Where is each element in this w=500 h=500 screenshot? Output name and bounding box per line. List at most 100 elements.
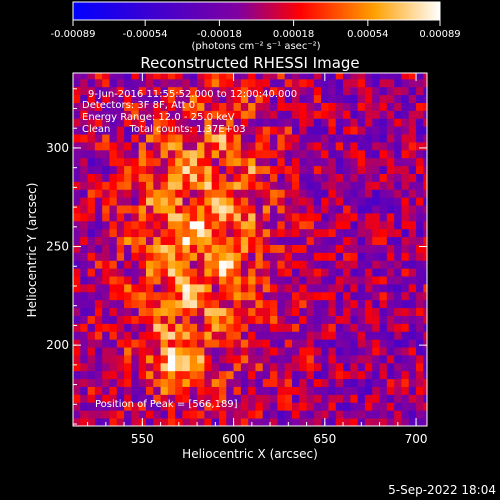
- heatmap-cell: [240, 323, 249, 332]
- heatmap-cell: [175, 268, 183, 277]
- heatmap-cell: [197, 378, 205, 387]
- heatmap-cell: [211, 339, 220, 348]
- heatmap-cell: [116, 102, 125, 111]
- heatmap-cell: [94, 402, 103, 411]
- heatmap-cell: [94, 165, 103, 174]
- heatmap-cell: [211, 220, 220, 230]
- heatmap-cell: [408, 378, 417, 387]
- heatmap-cell: [401, 331, 410, 340]
- heatmap-cell: [80, 73, 88, 80]
- heatmap-cell: [94, 189, 103, 198]
- heatmap-cell: [328, 347, 337, 356]
- heatmap-cell: [138, 197, 147, 206]
- heatmap-cell: [306, 268, 315, 277]
- heatmap-cell: [386, 73, 395, 80]
- heatmap-cell: [291, 236, 300, 245]
- heatmap-cell: [189, 347, 198, 356]
- y-tick-label: 300: [46, 141, 69, 155]
- heatmap-cell: [248, 284, 256, 293]
- heatmap-cell: [109, 252, 118, 261]
- heatmap-cell: [233, 220, 242, 230]
- heatmap-cell: [357, 260, 366, 269]
- heatmap-cell: [94, 126, 103, 135]
- heatmap-cell: [189, 410, 198, 419]
- heatmap-cell: [204, 339, 213, 348]
- heatmap-cell: [138, 134, 147, 143]
- heatmap-cell: [364, 347, 373, 356]
- heatmap-cell: [182, 276, 191, 285]
- heatmap-cell: [306, 410, 315, 419]
- heatmap-cell: [189, 134, 198, 143]
- heatmap-cell: [284, 315, 293, 324]
- heatmap-cell: [350, 386, 359, 395]
- heatmap-cell: [379, 276, 388, 285]
- heatmap-cell: [364, 134, 373, 143]
- heatmap-cell: [167, 307, 176, 316]
- heatmap-cell: [109, 181, 118, 190]
- heatmap-cell: [233, 205, 242, 214]
- heatmap-cell: [386, 370, 395, 380]
- heatmap-cell: [416, 102, 424, 111]
- heatmap-cell: [131, 299, 140, 309]
- heatmap-cell: [255, 402, 264, 411]
- heatmap-cell: [175, 276, 183, 285]
- heatmap-cell: [328, 418, 337, 426]
- heatmap-cell: [284, 236, 293, 245]
- heatmap-cell: [262, 418, 271, 426]
- heatmap-cell: [197, 315, 205, 324]
- heatmap-cell: [94, 228, 103, 238]
- heatmap-cell: [423, 355, 427, 364]
- heatmap-cell: [335, 307, 344, 316]
- heatmap-cell: [226, 386, 234, 395]
- heatmap-cell: [109, 86, 118, 96]
- heatmap-cell: [328, 276, 337, 285]
- heatmap-cell: [73, 142, 81, 151]
- heatmap-cell: [87, 228, 96, 238]
- heatmap-cell: [284, 260, 293, 269]
- heatmap-cell: [109, 268, 118, 277]
- heatmap-cell: [401, 228, 410, 238]
- heatmap-cell: [372, 339, 380, 348]
- heatmap-cell: [153, 165, 161, 174]
- heatmap-cell: [175, 134, 183, 143]
- heatmap-cell: [306, 134, 315, 143]
- heatmap-cell: [408, 134, 417, 143]
- heatmap-cell: [116, 213, 125, 222]
- heatmap-cell: [321, 260, 329, 269]
- heatmap-cell: [416, 299, 424, 309]
- heatmap-cell: [116, 110, 125, 119]
- heatmap-cell: [408, 220, 417, 230]
- heatmap-cell: [87, 110, 96, 119]
- heatmap-cell: [372, 331, 380, 340]
- heatmap-cell: [306, 86, 315, 96]
- heatmap-cell: [109, 339, 118, 348]
- heatmap-cell: [321, 362, 329, 372]
- heatmap-cell: [189, 197, 198, 206]
- heatmap-cell: [328, 118, 337, 127]
- heatmap-cell: [197, 142, 205, 151]
- heatmap-cell: [138, 291, 147, 301]
- heatmap-cell: [313, 260, 322, 269]
- heatmap-cell: [240, 134, 249, 143]
- heatmap-cell: [343, 118, 351, 127]
- heatmap-cell: [357, 73, 366, 80]
- heatmap-cell: [343, 355, 351, 364]
- heatmap-cell: [131, 347, 140, 356]
- heatmap-cell: [357, 197, 366, 206]
- heatmap-cell: [189, 276, 198, 285]
- heatmap-cell: [306, 378, 315, 387]
- heatmap-cell: [394, 157, 402, 167]
- heatmap-cell: [423, 291, 427, 301]
- heatmap-cell: [138, 339, 147, 348]
- heatmap-cell: [218, 118, 227, 127]
- heatmap-cell: [153, 307, 161, 316]
- heatmap-cell: [233, 189, 242, 198]
- heatmap-cell: [94, 299, 103, 309]
- heatmap-cell: [226, 189, 234, 198]
- heatmap-cell: [102, 394, 110, 403]
- heatmap-cell: [335, 94, 344, 103]
- heatmap-cell: [240, 205, 249, 214]
- heatmap-cell: [116, 142, 125, 151]
- heatmap-cell: [270, 252, 278, 261]
- heatmap-cell: [255, 73, 264, 80]
